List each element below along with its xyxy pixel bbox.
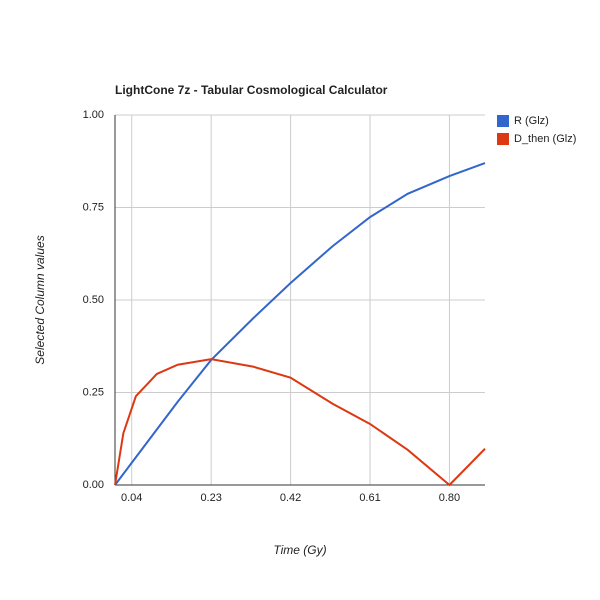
legend-label: D_then (Glz) — [514, 133, 576, 145]
legend-label: R (Glz) — [514, 115, 549, 127]
y-tick-label: 0.00 — [83, 479, 104, 491]
x-tick-label: 0.04 — [121, 492, 142, 504]
y-tick-label: 1.00 — [83, 109, 104, 121]
data-line — [114, 162, 486, 486]
x-tick-label: 0.23 — [200, 492, 221, 504]
y-axis-label: Selected Column values — [33, 235, 47, 364]
y-tick-label: 0.50 — [83, 294, 104, 306]
legend-swatch — [497, 115, 509, 127]
data-line — [114, 358, 486, 487]
x-axis-label: Time (Gy) — [273, 543, 326, 557]
chart-title: LightCone 7z - Tabular Cosmological Calc… — [115, 83, 388, 97]
y-tick-label: 0.75 — [83, 201, 104, 213]
y-tick-label: 0.25 — [83, 386, 104, 398]
legend-swatch — [497, 133, 509, 145]
x-tick-label: 0.80 — [439, 492, 460, 504]
x-tick-label: 0.61 — [359, 492, 380, 504]
x-tick-label: 0.42 — [280, 492, 301, 504]
